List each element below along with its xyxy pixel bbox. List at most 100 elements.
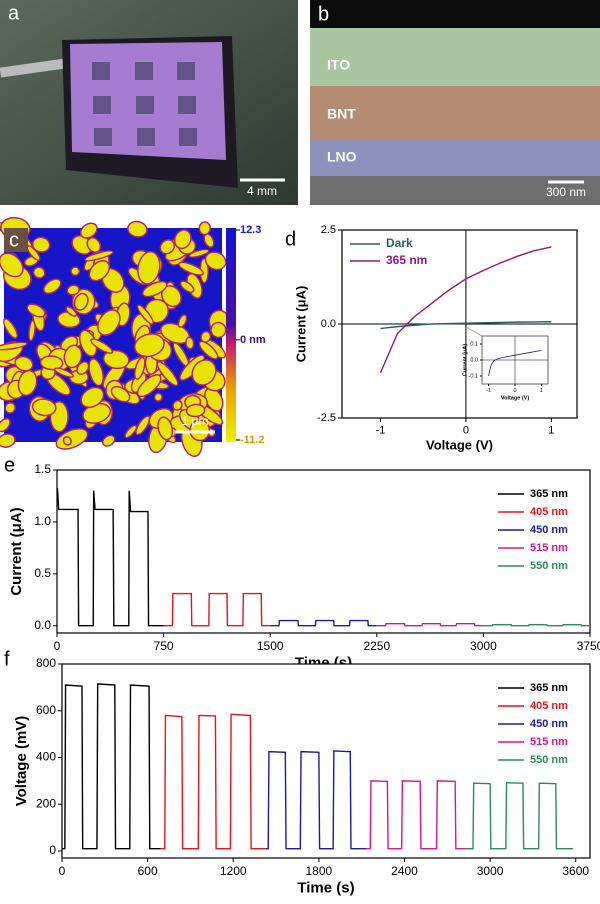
x-tick-label: 0 (54, 639, 61, 653)
grain (161, 324, 189, 343)
grain (67, 286, 79, 295)
grain (205, 340, 225, 358)
colorbar-label: 12.3 (240, 224, 261, 236)
grain (186, 338, 193, 349)
grain (138, 252, 160, 284)
grain (187, 405, 204, 416)
series-line (270, 619, 377, 627)
grain (173, 343, 188, 366)
x-axis-title: Voltage (V) (501, 396, 529, 402)
grain (72, 236, 92, 254)
legend-label: 550 nm (530, 560, 568, 572)
y-tick-label: 800 (36, 656, 56, 670)
panel-label: e (4, 454, 15, 476)
grain (112, 387, 129, 401)
grain (161, 240, 174, 253)
y-axis-title: Current (μA) (293, 286, 308, 363)
panel-label: d (285, 228, 296, 250)
legend-label: 515 nm (530, 736, 568, 748)
legend-label: 550 nm (530, 754, 568, 766)
y-tick-label: 0 (49, 843, 56, 857)
colorbar-label: 0 nm (240, 334, 266, 346)
grain (135, 334, 164, 356)
grain (91, 339, 112, 353)
x-tick-label: 3000 (477, 864, 504, 878)
y-tick-label: 1.5 (34, 462, 51, 476)
grain (80, 331, 96, 356)
grain (206, 252, 226, 269)
grain (179, 263, 203, 275)
grain (158, 417, 172, 439)
panel-label: a (8, 2, 20, 24)
y-axis-title: Voltage (mV) (13, 716, 30, 807)
y-tick-label: 2.5 (321, 224, 336, 236)
legend-label: 405 nm (530, 506, 568, 518)
series-line (488, 350, 542, 377)
x-tick-label: 3000 (470, 639, 497, 653)
series-line (56, 487, 164, 627)
grain (27, 246, 40, 260)
legend-label: 365 nm (530, 682, 568, 694)
grain (179, 315, 186, 327)
plot-frame (61, 663, 591, 859)
plot-frame (56, 469, 591, 634)
grain (138, 375, 161, 396)
bnt-layer (310, 86, 600, 140)
grain (155, 394, 162, 401)
grain (175, 230, 191, 248)
grain (90, 261, 109, 280)
grain (201, 332, 210, 342)
grain (5, 403, 15, 413)
grain (204, 234, 214, 247)
grain (128, 222, 147, 237)
grain (77, 362, 88, 374)
grain (162, 286, 181, 306)
x-tick-label: 750 (154, 639, 174, 653)
grain (75, 294, 88, 310)
x-axis-title: Time (s) (297, 879, 354, 896)
photo-panel: 4 mm a (0, 0, 298, 205)
y-tick-label: 0.5 (34, 566, 51, 580)
y-tick-label: 400 (36, 750, 56, 764)
x-tick-label: 0 (463, 425, 469, 437)
y-tick-label: 1.0 (34, 514, 51, 528)
grain (28, 304, 45, 317)
y-tick-label: 200 (36, 796, 56, 810)
grain (200, 259, 208, 283)
legend-label: 365 nm (530, 488, 568, 500)
x-tick-label: 3600 (562, 864, 589, 878)
grain (29, 320, 35, 340)
label-box (4, 228, 28, 252)
grain (138, 305, 153, 324)
grain (89, 359, 103, 385)
grain (0, 419, 10, 431)
layer-label: BNT (327, 106, 356, 122)
series-line (379, 246, 552, 374)
y-tick-label: 600 (36, 703, 56, 717)
grain (81, 223, 97, 238)
y-axis-title: Current (μA) (8, 507, 25, 595)
grain (0, 342, 27, 350)
grain (205, 388, 223, 411)
legend-label: 515 nm (530, 542, 568, 554)
y-tick-label: -2.5 (317, 412, 336, 424)
grain (0, 253, 23, 276)
series-line (160, 713, 266, 850)
y-tick-label: -0.1 (469, 373, 478, 379)
y-tick-label: 0.0 (321, 318, 336, 330)
grain (189, 250, 208, 257)
grain (44, 279, 61, 293)
grain (15, 357, 33, 371)
x-tick-label: 1800 (306, 864, 333, 878)
x-tick-label: 0 (59, 864, 66, 878)
grain (98, 310, 120, 335)
x-tick-label: 600 (138, 864, 158, 878)
grain (158, 362, 178, 385)
grain (200, 342, 217, 359)
grain (55, 368, 73, 377)
x-tick-label: 1500 (257, 639, 284, 653)
grain (135, 358, 145, 379)
panel-label: c (9, 229, 19, 251)
